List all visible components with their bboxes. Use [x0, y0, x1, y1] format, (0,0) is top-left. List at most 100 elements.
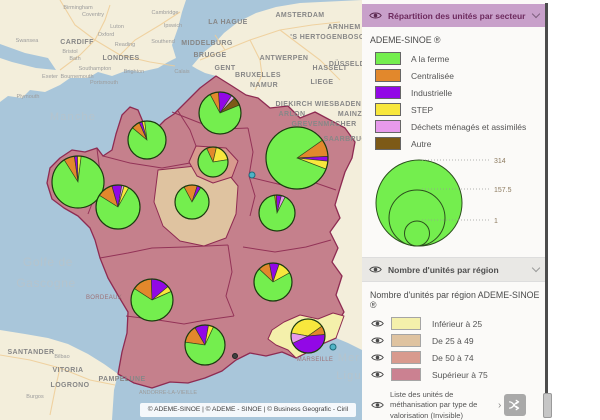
chevron-down-icon[interactable]	[531, 9, 541, 19]
region-pie-bretagne[interactable]	[51, 155, 105, 209]
map-label: CARDIFF	[60, 39, 94, 46]
map-label: BORDEAUX	[86, 295, 122, 301]
eye-icon[interactable]	[371, 353, 384, 362]
region-pie-auvergne-rh-ne-alpes[interactable]	[253, 262, 293, 302]
region-class-list: Inférieur à 25 De 25 à 49 De 50 à 74 Sup…	[362, 315, 546, 383]
map-label: Southend	[151, 39, 175, 45]
map-label: Swansea	[16, 38, 40, 44]
legend-panel: Répartition des unités par secteur ADEME…	[362, 0, 546, 420]
region-pie-grand-est[interactable]	[265, 126, 329, 190]
region-pie-normandie[interactable]	[127, 120, 167, 160]
region-pie-hauts-de-france[interactable]	[198, 91, 242, 135]
map-label: Bristol	[62, 49, 77, 55]
map-label: LIEGE	[310, 79, 333, 86]
pie-outline	[51, 155, 105, 209]
sector-legend-item: Industrielle	[375, 84, 546, 101]
map-label: Bilbao	[54, 354, 69, 360]
marker-dot[interactable]	[232, 353, 238, 359]
pie-outline	[253, 262, 293, 302]
map-label: Brighton	[124, 69, 145, 75]
region-class-item[interactable]: De 25 à 49	[371, 332, 546, 349]
map-label: Golfe de	[23, 255, 73, 269]
pie-outline	[265, 126, 329, 190]
road-network	[0, 0, 341, 416]
map-label: Gascogne	[16, 276, 76, 290]
section-title: Nombre d'unités par région	[388, 264, 499, 275]
layer-swap-button[interactable]	[504, 394, 527, 417]
map-viewport[interactable]: CARDIFF LONDRES AMSTERDAM LA HAGUE MIDDELBUR…	[0, 0, 362, 420]
map-label: ARLON	[279, 111, 306, 118]
map-label: BRUGGE	[193, 52, 226, 59]
marker-dot[interactable]	[248, 171, 256, 179]
map-label: Mer	[338, 352, 361, 364]
chevron-down-icon[interactable]	[531, 263, 541, 273]
region-pie-occitanie[interactable]	[184, 324, 226, 366]
legend-swatch	[391, 368, 421, 381]
map-label: WIESBADEN	[315, 101, 361, 108]
legend-swatch	[375, 86, 401, 99]
eye-icon[interactable]	[371, 336, 384, 345]
eye-icon[interactable]	[371, 400, 384, 410]
eye-icon[interactable]	[371, 319, 384, 328]
region-pie-centre-val-de-loire[interactable]	[174, 184, 210, 220]
section-header-secteur[interactable]: Répartition des unités par secteur	[362, 4, 546, 27]
eye-icon[interactable]	[369, 11, 382, 20]
section-header-region[interactable]: Nombre d'unités par région	[362, 257, 546, 282]
sector-legend-list: A la ferme Centralisée Industrielle STEP…	[362, 50, 546, 152]
legend-swatch	[375, 120, 401, 133]
map-label: Coventry	[82, 12, 104, 18]
region-pie-charts	[51, 91, 329, 366]
panel-scrollbar-track[interactable]	[545, 3, 548, 416]
size-legend-value: 157.5	[494, 187, 512, 194]
map-label: Bath	[69, 56, 80, 62]
legend-label: De 50 à 74	[432, 352, 474, 363]
size-legend-value: 1	[494, 218, 498, 225]
sector-legend-item: A la ferme	[375, 50, 546, 67]
map-label: VITORIA	[52, 367, 83, 374]
layer-item-valorisation[interactable]: Liste des unités de méthanisation par ty…	[371, 390, 542, 420]
spain-landmass	[0, 330, 118, 420]
region-pie-bourgogne-franche-comt-[interactable]	[258, 194, 296, 232]
map-label: ARNHEM	[327, 24, 360, 31]
map-label: HASSELT	[313, 65, 348, 72]
map-label: NAMUR	[250, 82, 278, 89]
panel-scrollbar-thumb[interactable]	[543, 393, 552, 418]
marker-dot[interactable]	[329, 343, 337, 351]
map-label: Bournemouth	[60, 74, 93, 80]
map-label: LA HAGUE	[208, 19, 248, 26]
pie-outline	[258, 194, 296, 232]
legend-label: De 25 à 49	[432, 335, 474, 346]
eye-icon[interactable]	[369, 265, 382, 274]
layer-label: Liste des unités de méthanisation par ty…	[390, 390, 478, 420]
data-source-label: ADEME-SINOE ®	[370, 35, 441, 45]
size-legend: 314 157.5 1	[375, 158, 512, 247]
map-label: Burgos	[26, 394, 44, 400]
region-pie-pays-de-la-loire[interactable]	[95, 184, 141, 230]
map-attribution: © ADEME-SINOE | © ADEME - SINOE | © Busi…	[140, 403, 356, 417]
region-class-item[interactable]: Inférieur à 25	[371, 315, 546, 332]
map-label: GREVENMACHER	[291, 121, 356, 128]
map-label: Ipswich	[164, 23, 182, 29]
map-label: Exeter	[42, 74, 58, 80]
legend-label: Centralisée	[411, 70, 454, 81]
region-pie-nouvelle-aquitaine[interactable]	[130, 278, 174, 322]
region-class-item[interactable]: De 50 à 74	[371, 349, 546, 366]
region-pie-provence-alpes-c-te-d-azur[interactable]	[290, 318, 326, 354]
pie-outline	[198, 91, 242, 135]
map-label: ANTWERPEN	[260, 55, 309, 62]
map-canvas[interactable]: CARDIFF LONDRES AMSTERDAM LA HAGUE MIDDELBUR…	[0, 0, 362, 420]
legend-label: Supérieur à 75	[432, 369, 488, 380]
eye-icon[interactable]	[371, 370, 384, 379]
map-label: GENT	[214, 65, 235, 72]
map-label: DIEKIRCH	[275, 101, 312, 108]
legend-label: A la ferme	[411, 53, 450, 64]
map-label: SAARBRUCK	[324, 136, 362, 143]
legend-label: Industrielle	[411, 87, 453, 98]
region-pie--le-de-france[interactable]	[197, 146, 229, 178]
legend-swatch	[375, 137, 401, 150]
map-label: Ligu	[336, 370, 362, 382]
pie-outline	[130, 278, 174, 322]
chevron-right-icon[interactable]: ›	[498, 399, 502, 411]
pie-outline	[95, 184, 141, 230]
region-class-item[interactable]: Supérieur à 75	[371, 366, 546, 383]
